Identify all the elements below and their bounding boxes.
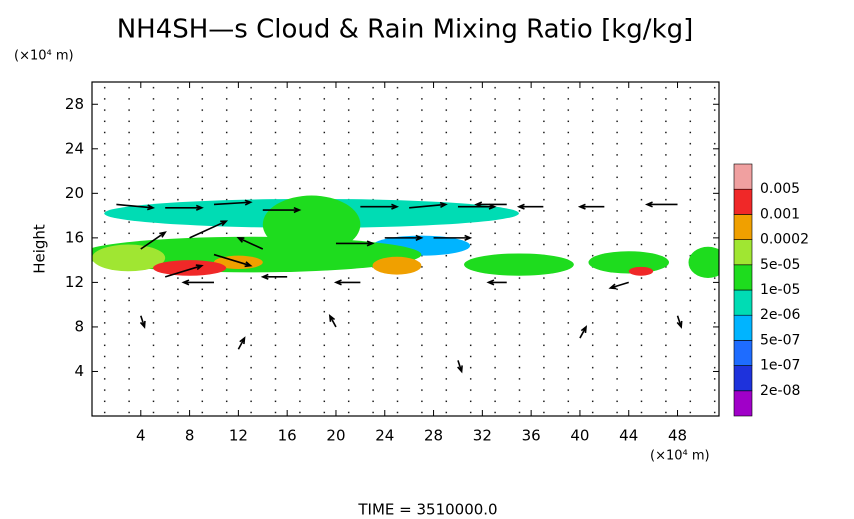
- y-tick-label: 16: [65, 228, 84, 246]
- wind-vector: [189, 220, 229, 239]
- wind-vector: [579, 325, 588, 339]
- wind-vector: [409, 201, 448, 209]
- y-unit: (×10⁴ m): [14, 49, 74, 64]
- wind-vector: [360, 203, 400, 210]
- colorbar-box: [733, 289, 753, 316]
- x-tick-label: 4: [136, 427, 146, 445]
- x-tick-label: 44: [619, 427, 638, 445]
- contour-region: [588, 251, 669, 274]
- colorbar-label: 5e-05: [760, 257, 800, 273]
- wind-vector: [236, 237, 264, 250]
- colorbar-box: [733, 214, 753, 240]
- plot-frame: [91, 81, 720, 417]
- colorbar-box: [733, 365, 753, 392]
- x-tick-label: 12: [229, 427, 248, 445]
- contour-region: [628, 266, 654, 276]
- wind-vector: [328, 313, 337, 328]
- wind-vector: [608, 281, 629, 290]
- colorbar-label: 2e-08: [760, 383, 800, 399]
- y-axis-title: Height: [31, 224, 49, 274]
- wind-vector: [237, 336, 246, 350]
- wind-vector: [644, 201, 678, 208]
- wind-vector: [181, 279, 214, 286]
- y-tick-label: 24: [65, 139, 84, 157]
- chart-title: NH4SH—s Cloud & Rain Mixing Ratio [kg/kg…: [117, 15, 694, 45]
- wind-vector: [457, 360, 463, 374]
- contour-region: [152, 260, 227, 276]
- contour-region: [464, 253, 574, 276]
- footer: TIME = 3510000.0: [357, 501, 497, 519]
- y-tick-label: 28: [65, 95, 84, 113]
- colorbar-label: 0.001: [760, 206, 800, 222]
- colorbar-box: [733, 390, 753, 417]
- contour-region: [688, 246, 719, 278]
- wind-vector: [260, 273, 288, 280]
- wind-vector: [474, 201, 507, 208]
- colorbar-box: [733, 239, 753, 266]
- x-tick-label: 48: [668, 427, 687, 445]
- x-tick-label: 28: [424, 427, 443, 445]
- wind-vector: [262, 206, 302, 214]
- y-tick-label: 20: [65, 184, 84, 202]
- y-tick-label: 4: [74, 362, 84, 380]
- wind-vector: [140, 231, 167, 250]
- wind-vector: [333, 279, 361, 286]
- x-tick-label: 32: [473, 427, 492, 445]
- colorbar-label: 5e-07: [760, 332, 800, 348]
- wind-vector: [516, 203, 544, 210]
- colorbar-box: [733, 163, 753, 190]
- colorbar-label: 2e-06: [760, 307, 800, 323]
- wind-vector: [335, 240, 375, 247]
- contour-region: [372, 256, 422, 275]
- wind-vector: [213, 199, 253, 206]
- wind-vector: [577, 203, 605, 210]
- wind-vector: [165, 204, 204, 211]
- colorbar-box: [733, 340, 753, 366]
- wind-vector: [384, 234, 424, 241]
- wind-vector: [486, 279, 507, 286]
- colorbar-box: [733, 188, 753, 215]
- vectors: [116, 199, 683, 374]
- wind-vector: [433, 234, 473, 241]
- x-tick-label: 20: [326, 427, 345, 445]
- wind-vector: [213, 253, 253, 268]
- colorbar-label: 0.005: [760, 181, 800, 197]
- x-unit: (×10⁴ m): [650, 449, 710, 464]
- wind-vector: [676, 315, 683, 329]
- wind-vector: [139, 315, 146, 329]
- x-tick-label: 24: [375, 427, 394, 445]
- colorbar-box: [733, 264, 753, 291]
- wind-vector: [164, 264, 204, 278]
- contour-region: [92, 244, 166, 272]
- y-tick-label: 12: [65, 273, 84, 291]
- colorbar-box: [733, 314, 753, 341]
- x-tick-label: 36: [522, 427, 541, 445]
- colorbar-label: 0.0002: [760, 232, 809, 248]
- colorbar-label: 1e-05: [760, 282, 800, 298]
- x-tick-label: 40: [570, 427, 589, 445]
- y-tick-label: 8: [74, 317, 84, 335]
- x-tick-label: 8: [185, 427, 195, 445]
- colorbar-label: 1e-07: [760, 358, 800, 374]
- x-tick-label: 16: [278, 427, 297, 445]
- wind-vector: [116, 203, 156, 211]
